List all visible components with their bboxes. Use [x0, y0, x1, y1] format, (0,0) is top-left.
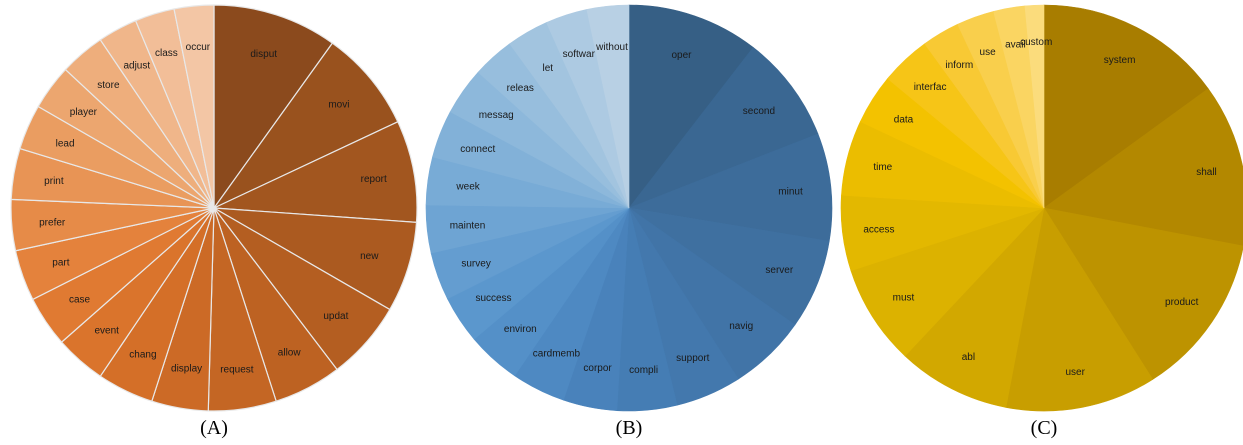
pie-c-label-user: user	[1065, 367, 1085, 378]
pie-a-label-player: player	[70, 107, 98, 118]
pie-b-label-connect: connect	[460, 144, 495, 155]
pie-b-label-navig: navig	[729, 321, 753, 332]
pie-a-label-print: print	[44, 176, 64, 187]
pie-c-label-abl: abl	[962, 352, 975, 363]
pie-b-slice-second	[628, 46, 819, 209]
pie-c-label-time: time	[873, 162, 892, 173]
pie-c-slice-custom	[1024, 4, 1045, 209]
pie-a-label-part: part	[52, 258, 69, 269]
pie-b-label-success: success	[475, 293, 511, 304]
pie-b-slice-without	[586, 4, 630, 209]
pie-c-label-custom: custom	[1020, 37, 1052, 48]
pie-a-label-chang: chang	[129, 350, 156, 361]
pie-b-label-compli: compli	[629, 365, 658, 376]
pie-a-label-class: class	[155, 48, 178, 59]
pie-b-label-softwar: softwar	[563, 49, 596, 60]
pie-c-label-data: data	[894, 114, 914, 125]
pie-a-label-occur: occur	[186, 42, 211, 53]
pie-chart-c: system shall product user abl must access time d…	[840, 4, 1243, 412]
pie-a-label-store: store	[97, 80, 120, 91]
pie-a-label-prefer: prefer	[39, 217, 66, 228]
pie-c-label-avail: avail	[1005, 40, 1026, 51]
pie-b-label-cardmemb: cardmemb	[533, 349, 581, 360]
pie-b-label-corpor: corpor	[583, 363, 612, 374]
pie-c-label-interfac: interfac	[914, 82, 947, 93]
pie-c-slice-abl	[904, 207, 1045, 408]
pie-c-slice-must	[850, 207, 1045, 357]
pie-a-label-lead: lead	[56, 139, 75, 150]
pie-b-label-survey: survey	[461, 258, 490, 269]
pie-b-slice-oper	[628, 4, 754, 209]
pie-c-label-must: must	[893, 293, 915, 304]
pie-b-label-server: server	[765, 265, 793, 276]
pie-c-slice-product	[1043, 207, 1243, 380]
pie-b-label-second: second	[743, 106, 775, 117]
pie-c-label-use: use	[980, 47, 997, 58]
pie-a-label-display: display	[171, 364, 202, 375]
pie-c-slice-system	[1043, 4, 1209, 209]
pie-a-label-movi: movi	[328, 100, 349, 111]
panel-label-a: (A)	[200, 417, 228, 439]
pie-c-label-access: access	[863, 224, 894, 235]
pie-a-slice-occur	[173, 4, 215, 209]
pie-chart-b: oper second minut server navig support compli c…	[425, 4, 833, 412]
pie-b-label-releas: releas	[507, 83, 534, 94]
pie-a-label-disput: disput	[250, 49, 277, 60]
pie-b-label-minut: minut	[778, 187, 803, 198]
pie-a-label-event: event	[94, 325, 119, 336]
pie-b-label-environ: environ	[504, 324, 537, 335]
pie-a-label-new: new	[360, 251, 379, 262]
pie-a-label-case: case	[69, 294, 91, 305]
pie-a-label-report: report	[361, 174, 387, 185]
pie-c-label-system: system	[1104, 55, 1136, 66]
pie-c-label-shall: shall	[1196, 167, 1217, 178]
pie-b-label-messag: messag	[479, 110, 514, 121]
pie-a-label-request: request	[220, 364, 254, 375]
pie-a-slice-report	[211, 120, 418, 223]
pie-b-label-oper: oper	[671, 50, 692, 61]
pie-c-label-inform: inform	[945, 60, 973, 71]
pie-b-label-mainten: mainten	[450, 221, 486, 232]
pie-a-label-allow: allow	[278, 348, 302, 359]
pie-c-slice-user	[1005, 207, 1154, 412]
pie-a-label-adjust: adjust	[123, 61, 150, 72]
panel-label-c: (C)	[1031, 417, 1058, 439]
pie-b-label-without: without	[595, 42, 628, 53]
pie-chart-a: disput movi report new updat allow request disp…	[10, 4, 418, 412]
pie-b-label-support: support	[676, 353, 710, 364]
pie-c-slice-shall	[1043, 88, 1243, 247]
pie-b-label-week: week	[455, 182, 480, 193]
pie-b-label-let: let	[543, 63, 554, 74]
pie-a-slice-movi	[212, 42, 399, 210]
pie-b-slice-minut	[627, 133, 833, 242]
pie-a-label-updat: updat	[323, 311, 348, 322]
pie-a-slice-disput	[213, 4, 334, 210]
panel-label-b: (B)	[616, 417, 643, 439]
pie-c-label-product: product	[1165, 297, 1199, 308]
